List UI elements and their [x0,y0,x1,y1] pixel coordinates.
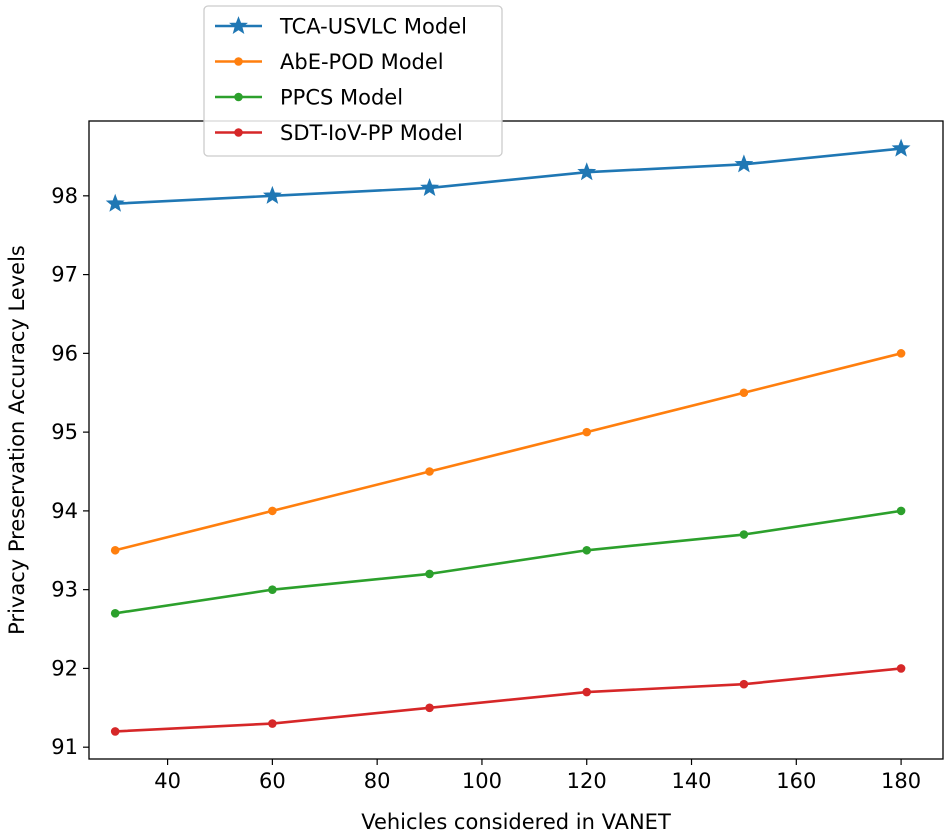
series-line-sdt-iov-pp-model [115,667,902,733]
legend-swatch-marker [234,92,243,102]
y-tick-label: 97 [51,263,78,287]
data-point-tca-usvlc-model-2 [262,185,282,204]
data-point-sdt-iov-pp-model-1 [110,727,120,736]
series-line-ppcs-model [115,509,902,615]
y-tick-label: 94 [51,499,78,523]
legend-label: PPCS Model [280,86,403,110]
x-tick-label: 100 [462,769,502,793]
series-ppcs-model [110,506,906,618]
data-point-abe-pod-model-2 [268,506,277,516]
data-point-tca-usvlc-model-1 [105,193,125,212]
legend-swatch-marker [234,57,243,66]
x-axis-label: Vehicles considered in VANET [361,810,671,834]
y-tick-label: 92 [51,656,78,680]
x-tick-label: 60 [259,769,286,793]
x-tick-label: 160 [776,769,816,793]
legend: TCA-USVLC Model AbE-POD Model PPCS Model SD… [203,5,503,157]
data-point-tca-usvlc-model-3 [420,178,439,196]
legend-swatch-marker [229,16,248,35]
legend-box [203,5,503,157]
series-sdt-iov-pp-model [110,664,906,736]
x-tick-label: 80 [364,769,391,793]
y-tick-label: 98 [51,184,78,208]
legend-label: SDT-IoV-PP Model [280,121,463,145]
data-point-ppcs-model-4 [582,545,592,555]
data-point-abe-pod-model-6 [896,349,906,358]
x-tick-label: 120 [567,769,607,793]
data-point-abe-pod-model-3 [425,467,434,476]
series-abe-pod-model [110,349,906,555]
legend-swatch-marker [234,128,243,137]
y-tick-label: 93 [51,578,78,602]
series-line-abe-pod-model [114,352,902,552]
axes: 40 60 80 100 120 140 160 180 91 92 93 94 95 96 97 98 Veh… [5,120,944,834]
data-point-ppcs-model-3 [425,569,434,579]
legend-item-tca-usvlc-model: TCA-USVLC Model [215,15,467,39]
data-point-sdt-iov-pp-model-4 [582,687,592,697]
data-point-sdt-iov-pp-model-6 [896,664,906,673]
legend-label: TCA-USVLC Model [279,15,467,39]
x-tick-label: 140 [671,769,711,793]
data-point-ppcs-model-1 [110,608,120,618]
plot-frame [88,120,944,760]
data-point-tca-usvlc-model-6 [891,138,911,157]
plot-area [105,138,911,736]
data-point-sdt-iov-pp-model-5 [739,679,749,689]
legend-label: AbE-POD Model [280,50,444,74]
data-point-sdt-iov-pp-model-2 [268,719,277,728]
y-axis-label: Privacy Preservation Accuracy Levels [5,245,29,635]
y-tick-label: 96 [51,341,78,365]
data-point-sdt-iov-pp-model-3 [425,703,434,713]
legend-item-sdt-iov-pp-model: SDT-IoV-PP Model [215,121,463,145]
legend-item-ppcs-model: PPCS Model [215,86,403,110]
data-point-tca-usvlc-model-4 [577,162,597,181]
series-line-tca-usvlc-model [115,147,902,205]
x-tick-label: 40 [154,769,181,793]
y-tick-label: 95 [51,420,78,444]
data-point-ppcs-model-6 [896,506,906,516]
legend-item-abe-pod-model: AbE-POD Model [215,50,444,74]
x-tick-label: 180 [881,769,921,793]
data-point-ppcs-model-2 [268,585,277,594]
data-point-abe-pod-model-5 [739,388,749,398]
data-point-tca-usvlc-model-5 [734,154,754,173]
y-tick-label: 91 [51,735,78,759]
data-point-abe-pod-model-4 [582,427,592,437]
data-point-ppcs-model-5 [739,530,749,539]
series-tca-usvlc-model [105,138,911,212]
data-point-abe-pod-model-1 [110,545,120,555]
